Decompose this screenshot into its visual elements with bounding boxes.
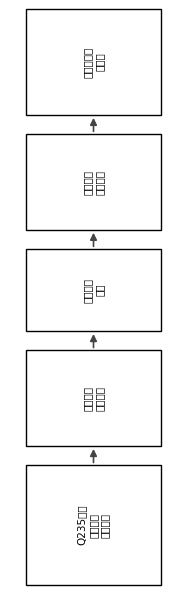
Text: 涂后清洁烘
干处理: 涂后清洁烘 干处理 [83, 46, 104, 77]
Bar [26, 9, 161, 115]
Bar [26, 249, 161, 331]
Text: 表面电泳
涂装处理: 表面电泳 涂装处理 [83, 170, 104, 194]
Text: 表面微弧
氧化处理: 表面微弧 氧化处理 [83, 386, 104, 411]
Bar [26, 134, 161, 230]
Bar [26, 350, 161, 446]
Text: Q235钢制
件表面清
洁预处理: Q235钢制 件表面清 洁预处理 [77, 505, 110, 545]
Text: 表面清洗
处理: 表面清洗 处理 [83, 278, 104, 302]
Bar [26, 465, 161, 585]
